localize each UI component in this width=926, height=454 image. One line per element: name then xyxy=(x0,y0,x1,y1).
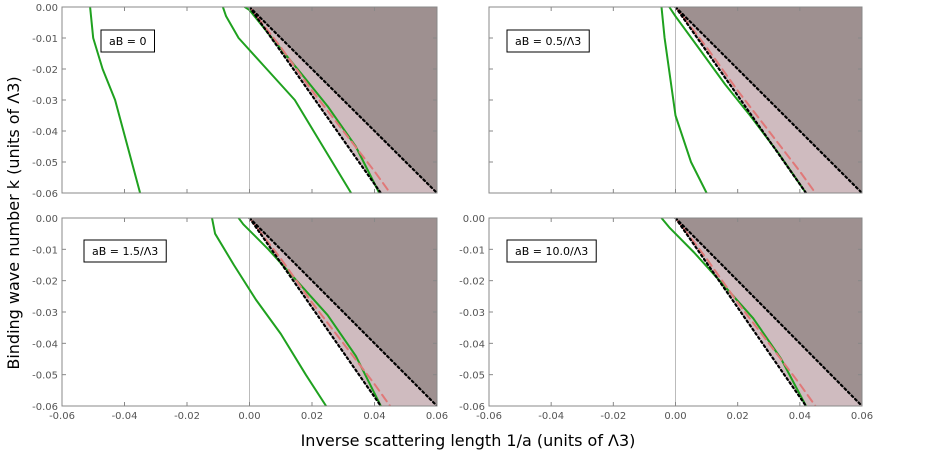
y-tick-label: -0.05 xyxy=(459,371,485,382)
series-green-1 xyxy=(211,218,328,406)
series-black_dotted-3 xyxy=(674,218,808,406)
x-tick-label: 0.04 xyxy=(789,411,811,422)
y-tick-label: -0.05 xyxy=(32,371,58,382)
plot-area xyxy=(660,218,862,406)
panel-annotation: aB = 10.0/Λ3 xyxy=(506,239,597,263)
x-tick-label: 0.06 xyxy=(851,411,873,422)
x-tick-label: 0.04 xyxy=(363,411,385,422)
x-axis-title: Inverse scattering length 1/a (units of … xyxy=(301,431,636,450)
series-red_dashed-3 xyxy=(248,218,392,406)
y-tick-label: -0.06 xyxy=(32,189,58,200)
y-tick-label: -0.06 xyxy=(32,402,58,413)
series-green-2 xyxy=(668,7,807,193)
y-tick-label: -0.02 xyxy=(32,65,58,76)
y-tick-label: -0.03 xyxy=(32,96,58,107)
x-tick-label: -0.04 xyxy=(112,411,138,422)
y-tick-label: -0.01 xyxy=(32,34,58,45)
x-tick-label: -0.06 xyxy=(476,411,502,422)
annotation-box xyxy=(506,29,590,53)
series-red_dashed-3 xyxy=(674,7,817,193)
x-tick-label: 0.00 xyxy=(664,411,686,422)
panel-annotation: aB = 0 xyxy=(100,29,155,53)
y-tick-label: -0.04 xyxy=(459,339,485,350)
panel-2: aB = 0.5/Λ3 xyxy=(488,6,863,194)
annotation-box xyxy=(100,29,155,53)
y-tick-label: -0.01 xyxy=(32,245,58,256)
x-tick-label: -0.02 xyxy=(600,411,626,422)
x-tick-label: -0.04 xyxy=(538,411,564,422)
series-red_dashed-2 xyxy=(674,218,817,406)
y-tick-label: -0.02 xyxy=(32,277,58,288)
annotation-text: aB = 0.5/Λ3 xyxy=(515,35,581,48)
y-tick-label: -0.02 xyxy=(459,277,485,288)
y-tick-label: -0.03 xyxy=(459,308,485,319)
y-tick-label: 0.00 xyxy=(463,214,485,225)
y-tick-label: -0.04 xyxy=(32,127,58,138)
annotation-box xyxy=(83,239,167,263)
y-tick-label: -0.01 xyxy=(459,245,485,256)
panel-annotation: aB = 0.5/Λ3 xyxy=(506,29,590,53)
x-tick-label: 0.02 xyxy=(301,411,323,422)
y-tick-label: -0.04 xyxy=(32,339,58,350)
series-black_dotted-5 xyxy=(248,7,382,193)
series-black_dotted-5 xyxy=(248,218,437,406)
panel-4: -0.06 -0.04 -0.02 0.00 0.02 0.04 0.06 0.00 -0.01… xyxy=(459,214,873,422)
series-black_dotted-5 xyxy=(674,7,862,193)
panels-group: 0.00 -0.01 -0.02 -0.03 -0.04 -0.05 -0.06 aB = 0… xyxy=(32,3,873,422)
series-green-1 xyxy=(89,7,142,193)
x-tick-label: 0.02 xyxy=(727,411,749,422)
series-black_dotted-4 xyxy=(674,7,808,193)
annotation-box xyxy=(506,239,597,263)
series-black_dotted-6 xyxy=(248,7,437,193)
panel-annotation: aB = 1.5/Λ3 xyxy=(83,239,167,263)
annotation-text: aB = 1.5/Λ3 xyxy=(92,245,158,258)
panel-3: -0.06 -0.04 -0.02 0.00 0.02 0.04 0.06 0.00 -0.01… xyxy=(32,214,448,422)
series-green-1 xyxy=(660,7,708,193)
x-tick-label: -0.06 xyxy=(49,411,75,422)
y-tick-label: -0.05 xyxy=(32,158,58,169)
y-tick-label: -0.06 xyxy=(459,402,485,413)
y-axis-title: Binding wave number k (units of Λ3) xyxy=(4,76,23,369)
series-black_dotted-4 xyxy=(248,218,382,406)
x-tick-label: 0.06 xyxy=(426,411,448,422)
y-tick-label: -0.03 xyxy=(32,308,58,319)
plot-area xyxy=(660,7,862,193)
plot-area xyxy=(211,218,437,406)
x-tick-label: -0.02 xyxy=(174,411,200,422)
x-tick-label: 0.00 xyxy=(238,411,260,422)
annotation-text: aB = 0 xyxy=(109,35,147,48)
y-tick-label: 0.00 xyxy=(36,3,58,14)
panel-1: 0.00 -0.01 -0.02 -0.03 -0.04 -0.05 -0.06 aB = 0 xyxy=(32,3,438,200)
y-tick-label: 0.00 xyxy=(36,214,58,225)
series-green-2 xyxy=(221,7,353,193)
series-black_dotted-4 xyxy=(674,218,862,406)
series-red_dashed-4 xyxy=(248,7,392,193)
annotation-text: aB = 10.0/Λ3 xyxy=(515,245,588,258)
